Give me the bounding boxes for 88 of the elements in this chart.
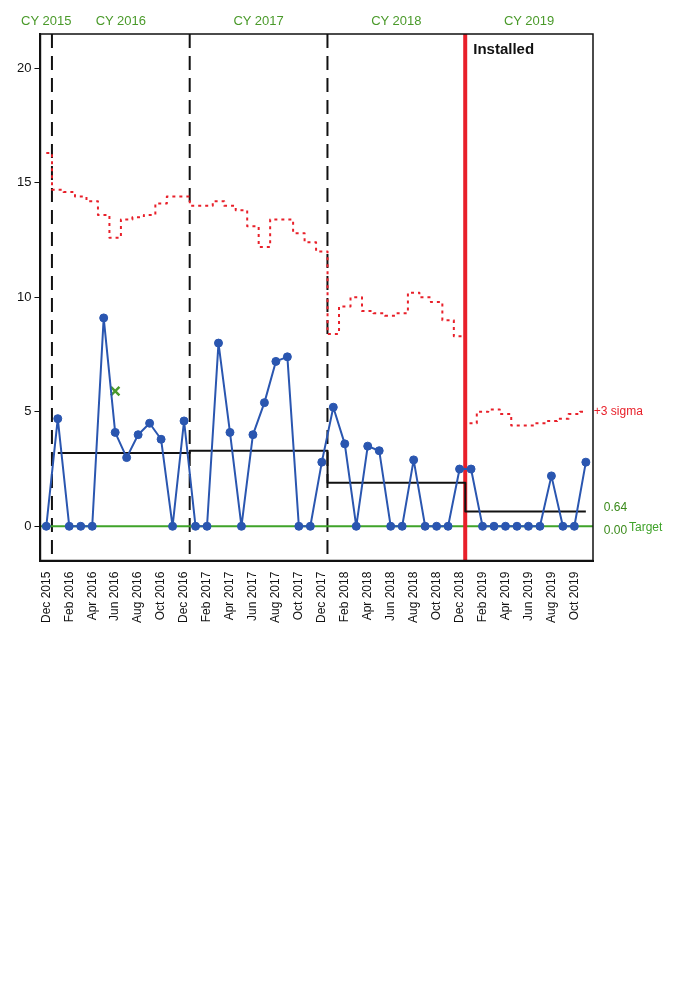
text: CY 2019 (503, 13, 555, 29)
y-tick-label: 15 (16, 174, 32, 190)
point (420, 521, 430, 531)
y-tick-label: 20 (16, 59, 32, 75)
x-tick-label: Jun 2016 (107, 571, 122, 622)
point (109, 385, 121, 397)
x-tick-label: Dec 2015 (38, 571, 53, 623)
x-tick-label: Jun 2017 (245, 571, 260, 622)
annotation: 0.00 (603, 522, 628, 537)
point (53, 414, 63, 424)
point (145, 418, 155, 428)
x-tick-label: Apr 2018 (360, 571, 375, 621)
point (110, 427, 120, 437)
point (409, 455, 419, 465)
x-tick-label: Dec 2016 (176, 571, 191, 623)
series-label: +3 sigma (593, 404, 644, 419)
point (282, 352, 292, 362)
x-tick-label: Dec 2018 (451, 571, 466, 623)
point (202, 521, 212, 531)
ref-line-label: Installed (473, 39, 535, 57)
x-tick-label: Dec 2017 (314, 571, 329, 623)
text: CY 2017 (233, 13, 284, 29)
x-tick-label: Feb 2017 (199, 571, 214, 623)
point (535, 521, 545, 531)
point (64, 521, 74, 531)
point (259, 398, 269, 408)
y-tick-label: 0 (24, 517, 32, 533)
x-tick-label: Feb 2019 (474, 571, 489, 623)
point (523, 521, 533, 531)
point (478, 521, 488, 531)
point (213, 338, 223, 348)
point (294, 521, 304, 531)
point (546, 471, 556, 481)
x-tick-label: Jun 2019 (520, 571, 535, 622)
text: CY 2016 (95, 13, 146, 29)
x-tick-label: Aug 2017 (268, 571, 283, 624)
point (168, 521, 178, 531)
ref-line-label: Target (629, 519, 664, 534)
x-tick-label: Feb 2016 (61, 571, 76, 623)
point (569, 521, 579, 531)
point (500, 521, 510, 531)
x-tick-label: Oct 2017 (291, 571, 306, 621)
point (340, 439, 350, 449)
x-tick-label: Aug 2018 (405, 571, 420, 624)
point (466, 464, 476, 474)
point (225, 427, 235, 437)
y-tick-label: 10 (16, 288, 32, 304)
x-tick-label: Aug 2016 (130, 571, 145, 624)
point (512, 521, 522, 531)
point (271, 356, 281, 366)
point (317, 457, 327, 467)
point (133, 430, 143, 440)
text: CY 2018 (371, 13, 422, 29)
point (99, 313, 109, 323)
point (236, 521, 246, 531)
x-tick-label: Oct 2018 (428, 571, 443, 621)
point (489, 521, 499, 531)
point (558, 521, 568, 531)
x-tick-label: Jun 2018 (383, 571, 397, 622)
x-tick-label: Feb 2018 (337, 571, 352, 623)
x-tick-label: Oct 2019 (566, 571, 581, 621)
point (305, 521, 315, 531)
text: CY 2015 (21, 13, 72, 29)
point (179, 416, 189, 426)
point (374, 446, 384, 456)
point (386, 521, 396, 531)
point (581, 457, 591, 467)
point (76, 521, 86, 531)
x-tick-label: Oct 2016 (153, 571, 168, 621)
point (156, 434, 166, 444)
point (397, 521, 407, 531)
x-tick-label: Aug 2019 (543, 571, 558, 624)
point (41, 521, 51, 531)
point (443, 521, 453, 531)
y-tick-label: 5 (24, 403, 32, 419)
point (455, 464, 465, 474)
point (432, 521, 442, 531)
x-tick-label: Apr 2016 (84, 571, 99, 621)
point (87, 521, 97, 531)
point (328, 402, 338, 412)
x-tick-label: Apr 2019 (497, 571, 512, 621)
x-tick-label: Apr 2017 (222, 571, 237, 621)
point (363, 441, 373, 451)
point (122, 453, 132, 463)
annotation: 0.64 (603, 499, 628, 514)
point (351, 521, 361, 531)
point (248, 430, 258, 440)
point (191, 521, 201, 531)
